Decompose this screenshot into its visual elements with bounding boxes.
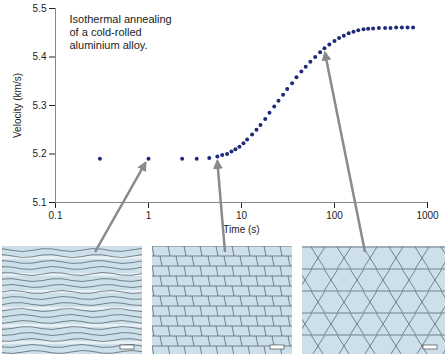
svg-text:10: 10 bbox=[236, 210, 248, 221]
svg-text:5.3: 5.3 bbox=[33, 100, 47, 111]
svg-text:Time (s): Time (s) bbox=[223, 224, 259, 235]
svg-text:Isothermal annealingof a cold-: Isothermal annealingof a cold-rolledalum… bbox=[70, 13, 172, 50]
svg-text:5.1: 5.1 bbox=[33, 197, 47, 208]
svg-text:5.2: 5.2 bbox=[33, 148, 47, 159]
svg-text:Velocity (km/s): Velocity (km/s) bbox=[12, 73, 23, 138]
svg-text:1000: 1000 bbox=[416, 210, 439, 221]
svg-text:5.5: 5.5 bbox=[33, 3, 47, 14]
svg-text:0.1: 0.1 bbox=[49, 210, 63, 221]
svg-text:1: 1 bbox=[146, 210, 152, 221]
svg-text:100: 100 bbox=[326, 210, 343, 221]
svg-text:5.4: 5.4 bbox=[33, 51, 47, 62]
